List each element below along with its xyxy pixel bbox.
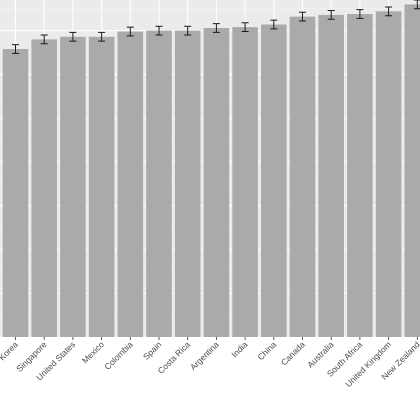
bar bbox=[404, 4, 420, 338]
x-tick-label: Colombia bbox=[102, 339, 135, 372]
bar bbox=[60, 36, 86, 337]
bar bbox=[117, 31, 144, 337]
bar bbox=[88, 36, 115, 337]
bar bbox=[203, 28, 230, 338]
bar bbox=[232, 27, 258, 337]
x-tick-label: Canada bbox=[279, 339, 307, 367]
bar bbox=[31, 39, 57, 337]
x-tick-label: China bbox=[255, 339, 278, 362]
x-tick-label: Mexico bbox=[80, 339, 106, 365]
bar bbox=[375, 11, 402, 338]
bar bbox=[347, 14, 373, 338]
error-bars bbox=[12, 0, 420, 54]
x-tick-label: India bbox=[229, 339, 249, 359]
bars bbox=[2, 4, 420, 338]
bar bbox=[146, 30, 172, 338]
bar bbox=[289, 16, 316, 338]
bar bbox=[318, 14, 344, 337]
x-axis-ticks bbox=[15, 337, 418, 340]
bar bbox=[2, 49, 29, 337]
x-tick-label: Korea bbox=[0, 339, 20, 362]
x-tick-label: Argentina bbox=[188, 339, 221, 372]
bar bbox=[261, 24, 287, 337]
bar bbox=[174, 30, 201, 338]
x-tick-label: Spain bbox=[141, 339, 164, 362]
